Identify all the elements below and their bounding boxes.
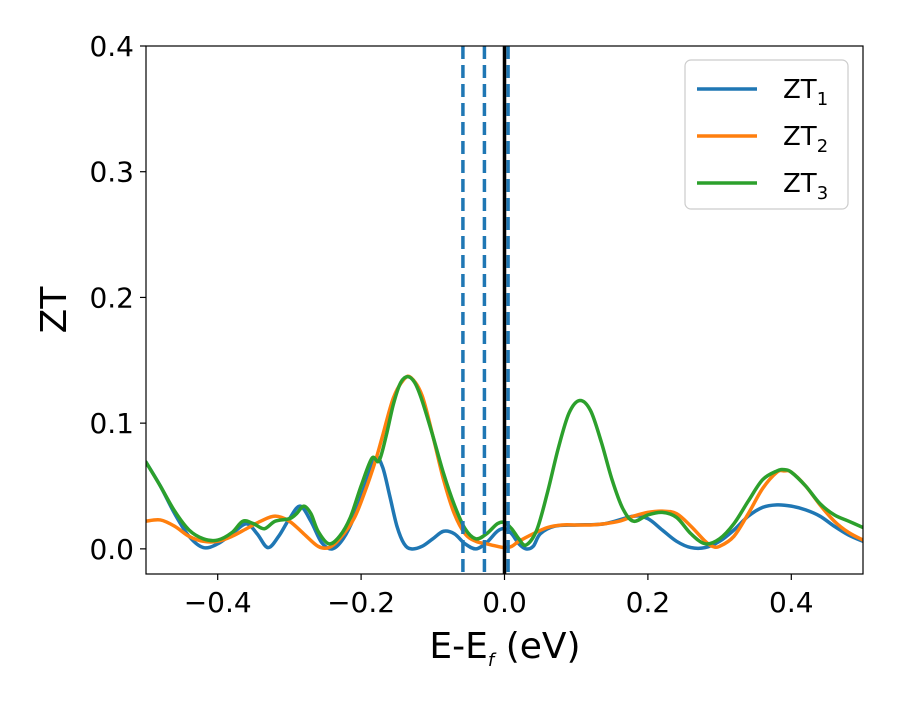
y-tick-label: 0.2 [89,281,134,314]
legend-label-zt2: ZT2 [783,122,828,157]
legend-label-zt1: ZT1 [783,75,828,110]
x-tick-label: 0.2 [626,586,671,619]
y-tick-label: 0.0 [89,533,134,566]
y-tick-label: 0.3 [89,156,134,189]
x-tick-label: −0.2 [327,586,395,619]
y-axis-ticks: 0.0 0.1 0.2 0.3 0.4 [89,30,146,566]
series-line-zt1 [146,455,863,551]
legend-label-zt3: ZT3 [783,169,828,204]
x-axis-ticks: −0.4 −0.2 0.0 0.2 0.4 [184,574,814,619]
y-tick-label: 0.4 [89,30,134,63]
x-tick-label: 0.0 [482,586,527,619]
x-axis-label: E-Ef (eV) [429,626,580,671]
series-line-zt3 [146,374,863,548]
legend: ZT1 ZT2 ZT3 [684,59,849,210]
vertical-reference-lines [461,46,510,574]
legend-box [684,59,849,210]
x-tick-label: 0.4 [769,586,814,619]
y-axis-label: ZT [34,286,75,334]
x-tick-label: −0.4 [184,586,252,619]
series-lines [146,374,863,551]
y-tick-label: 0.1 [89,407,134,440]
